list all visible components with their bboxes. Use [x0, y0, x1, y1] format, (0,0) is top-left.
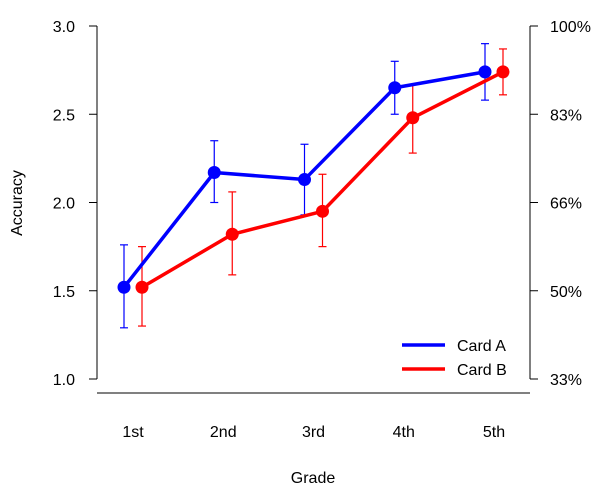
y2-tick-label: 83% [550, 107, 582, 124]
x-tick-label: 4th [393, 424, 415, 441]
y2-tick-label: 33% [550, 372, 582, 389]
y-tick-label: 1.5 [53, 284, 75, 301]
y-tick-label: 1.0 [53, 372, 75, 389]
data-point [388, 81, 402, 95]
data-point [406, 111, 420, 125]
x-tick-label: 5th [483, 424, 505, 441]
data-point [135, 280, 149, 294]
data-point [478, 65, 492, 79]
data-point [298, 173, 311, 187]
y-tick-label: 2.5 [53, 107, 75, 124]
legend-label: Card A [457, 338, 506, 355]
y2-tick-label: 100% [550, 19, 591, 36]
legend: Card A Card B [402, 338, 507, 379]
series-lines [122, 70, 504, 289]
data-point [207, 165, 221, 179]
y-axis-title: Accuracy [9, 170, 26, 236]
series-points [117, 65, 510, 294]
x-tick-label: 2nd [210, 424, 237, 441]
chart-axes: 1.0 1.5 2.0 2.5 3.0 33% 50% 66% 83% 100% 1st 2nd 3rd… [53, 19, 591, 441]
x-tick-label: 1st [122, 424, 144, 441]
y2-tick-label: 50% [550, 284, 582, 301]
error-bars [120, 43, 507, 329]
data-point [225, 227, 239, 241]
x-axis-title: Grade [291, 470, 336, 487]
data-point [496, 65, 510, 79]
y2-tick-label: 66% [550, 196, 582, 213]
y-tick-label: 3.0 [53, 19, 75, 36]
legend-label: Card B [457, 362, 507, 379]
data-point [316, 204, 329, 218]
data-point [117, 280, 131, 294]
y-tick-label: 2.0 [53, 196, 75, 213]
x-tick-label: 3rd [302, 424, 325, 441]
